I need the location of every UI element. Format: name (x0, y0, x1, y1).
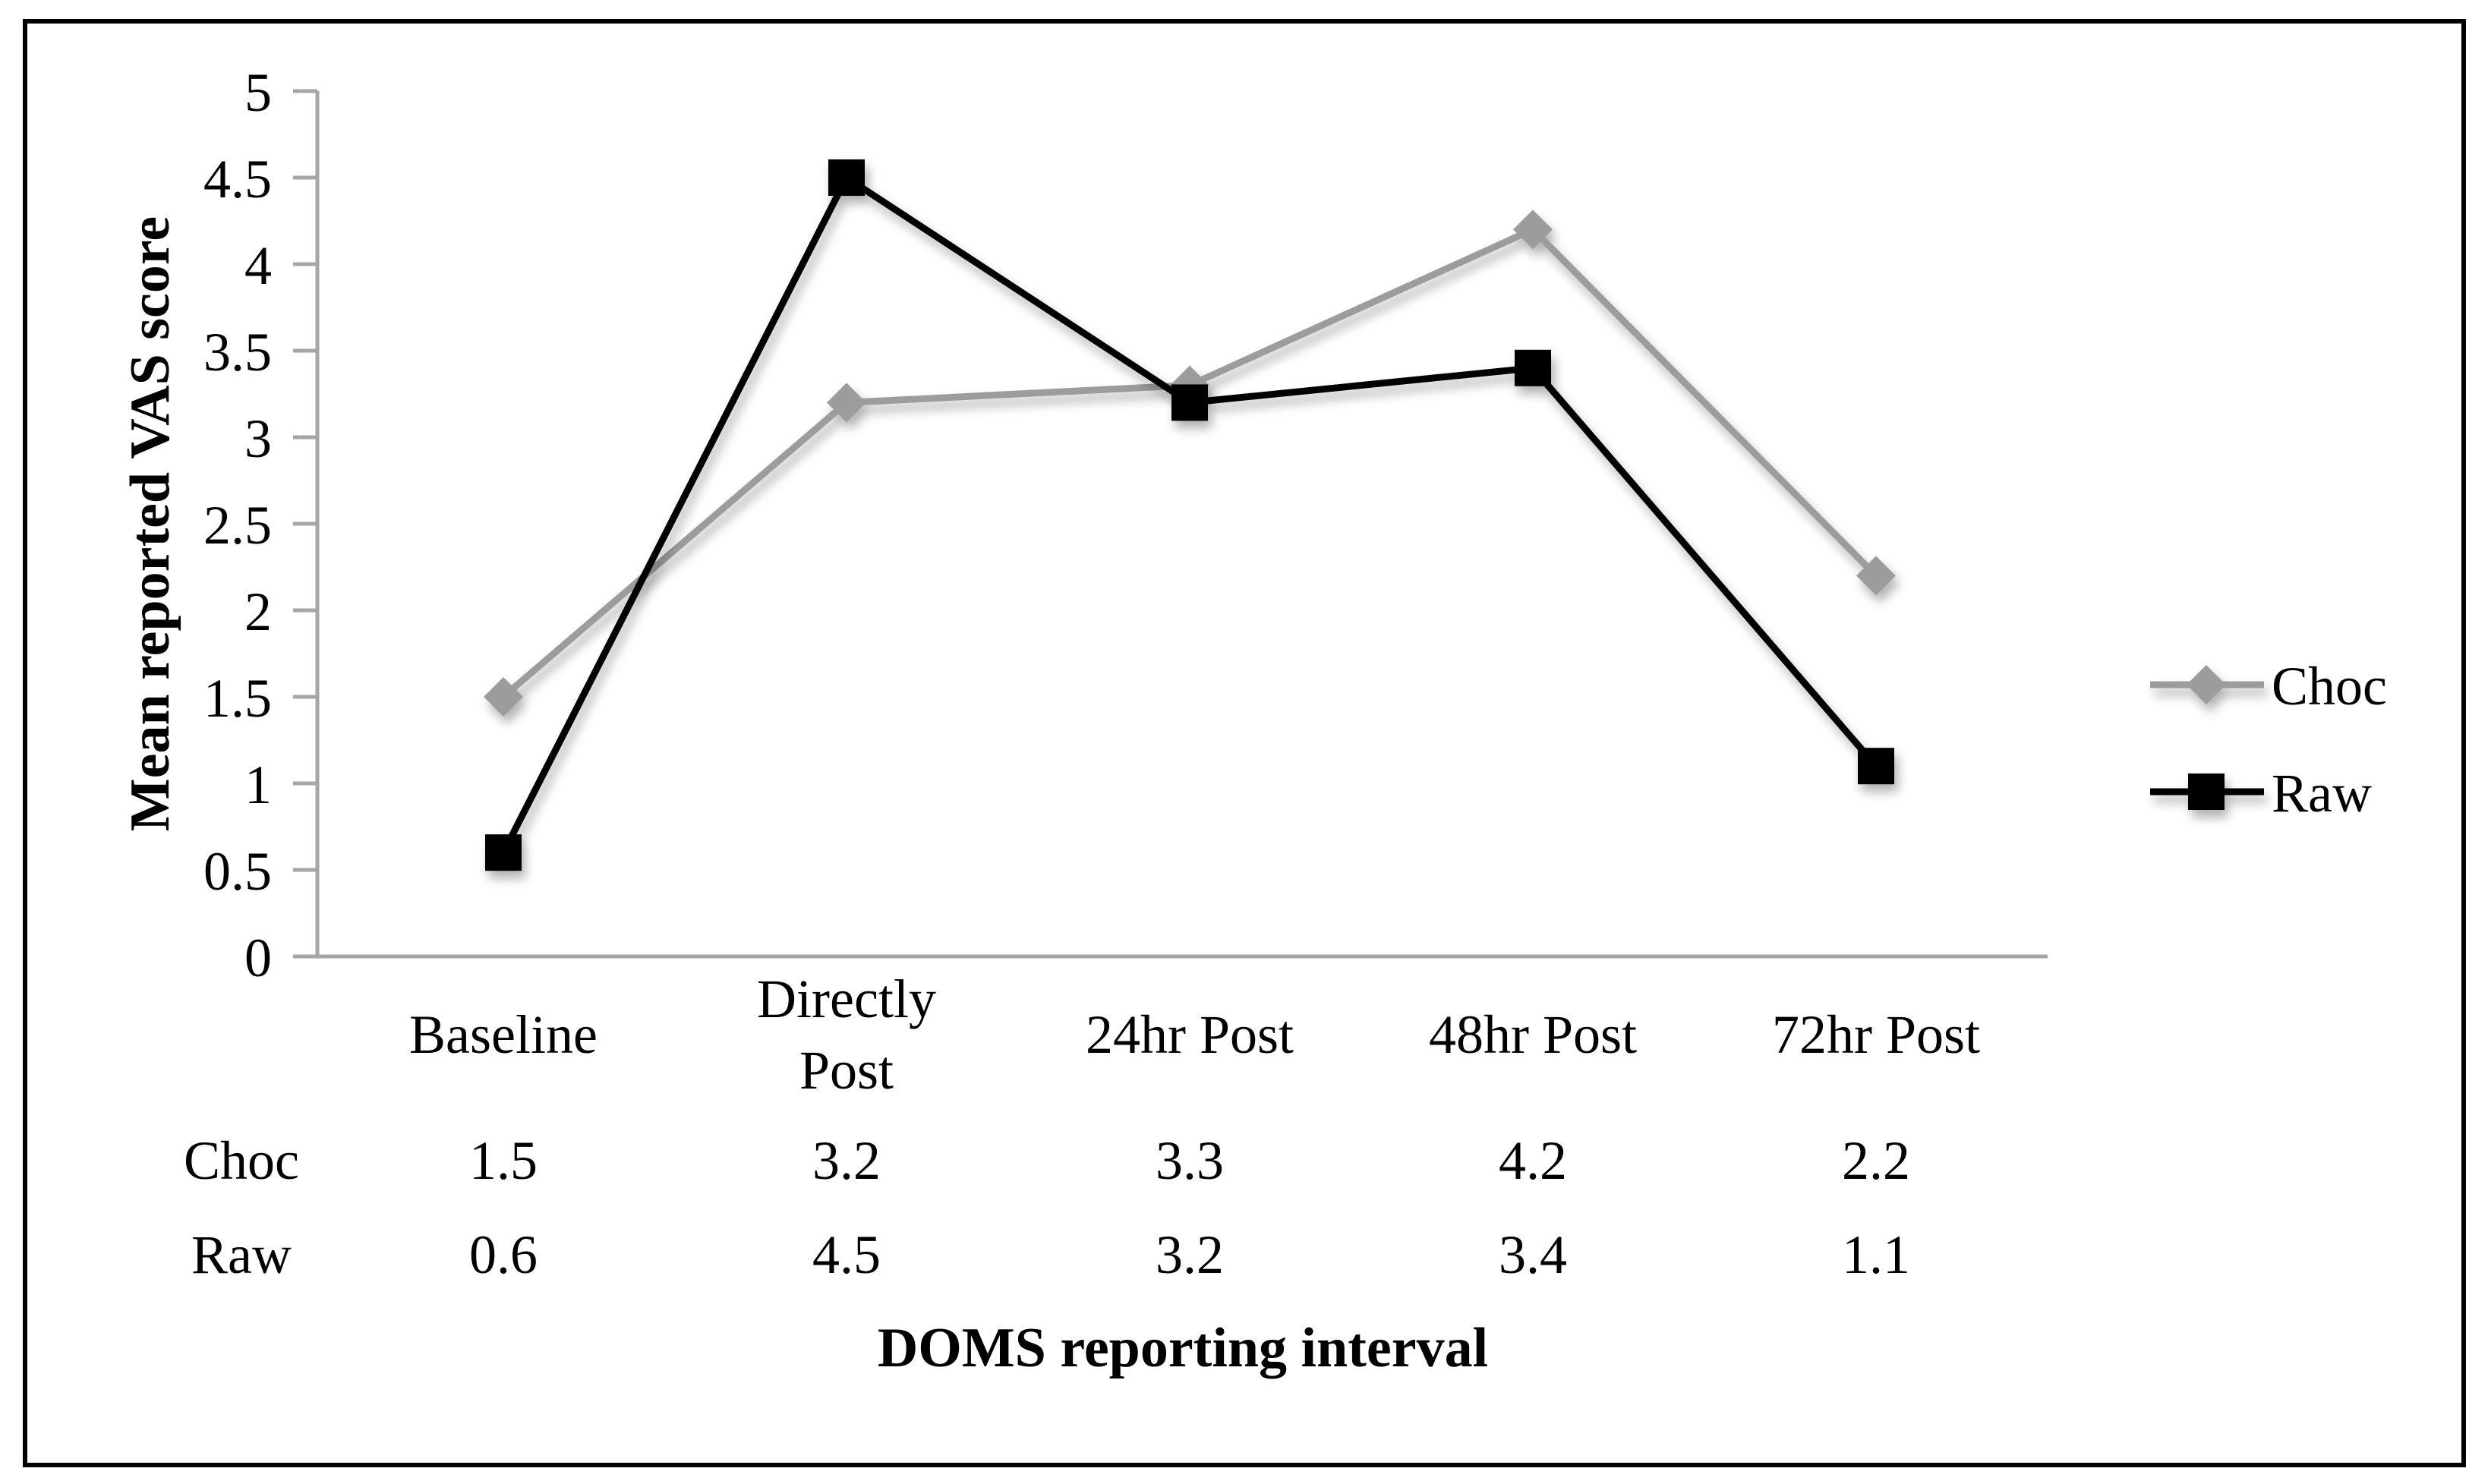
table-cell: 1.5 (469, 1130, 538, 1191)
table-cell: 4.5 (812, 1224, 881, 1285)
data-point-marker-raw (1858, 748, 1894, 785)
series-layer (484, 159, 1896, 871)
table-cell: 3.2 (1156, 1224, 1224, 1285)
data-point-marker-raw (1515, 349, 1551, 386)
table-row-label: Raw (191, 1224, 292, 1285)
category-label: 24hr Post (1086, 1004, 1294, 1065)
figure-border (23, 19, 2466, 1467)
data-point-marker-raw (828, 159, 865, 196)
y-tick-label: 5 (244, 62, 272, 123)
category-label: 72hr Post (1772, 1004, 1980, 1065)
legend-label: Choc (2272, 656, 2387, 717)
data-point-marker-choc (484, 677, 523, 717)
data-point-marker-legend-raw (2188, 774, 2225, 810)
y-axis-tick-labels: 0 0.5 1 1.5 2 2.5 3 3.5 4 4.5 5 (203, 62, 272, 988)
legend: Choc Raw (2150, 656, 2387, 824)
legend-item-choc: Choc (2150, 656, 2387, 717)
data-point-marker-choc (1513, 210, 1553, 250)
legend-label: Raw (2272, 763, 2372, 824)
y-tick-label: 2 (244, 581, 272, 642)
table-row-label: Choc (184, 1130, 299, 1191)
y-tick-label: 1.5 (203, 668, 272, 729)
data-point-marker-legend-choc (2187, 665, 2226, 704)
data-point-marker-choc (1856, 556, 1896, 596)
data-point-marker-raw (1171, 384, 1208, 421)
y-tick-label: 0.5 (203, 841, 272, 902)
table-cell: 2.2 (1842, 1130, 1910, 1191)
table-cell: 1.1 (1842, 1224, 1910, 1285)
series-raw (485, 159, 1894, 871)
x-axis-title: DOMS reporting interval (878, 1317, 1488, 1379)
legend-item-raw: Raw (2150, 763, 2372, 824)
table-cell: 3.4 (1499, 1224, 1567, 1285)
table-cell: 3.2 (812, 1130, 881, 1191)
y-tick-label: 4.5 (203, 149, 272, 210)
y-axis-title: Mean reported VAS score (119, 216, 181, 832)
category-label: Baseline (409, 1004, 598, 1065)
table-cell: 3.3 (1156, 1130, 1224, 1191)
x-axis-category-labels: Baseline Directly Post 24hr Post 48hr Post 72… (409, 969, 1980, 1101)
series-line-raw (500, 172, 1879, 855)
data-point-marker-raw (485, 834, 522, 871)
data-point-marker-choc (827, 383, 866, 423)
table-row: Choc 1.5 3.2 3.3 4.2 2.2 (184, 1130, 1910, 1191)
category-label: Directly Post (757, 969, 936, 1101)
y-tick-label: 0 (244, 928, 272, 988)
table-row: Raw 0.6 4.5 3.2 3.4 1.1 (191, 1224, 1910, 1285)
y-tick-label: 2.5 (203, 495, 272, 556)
legend-swatch (2150, 665, 2264, 704)
table-cell: 0.6 (469, 1224, 538, 1285)
y-tick-label: 1 (244, 755, 272, 815)
category-label: 48hr Post (1429, 1004, 1637, 1065)
table-cell: 4.2 (1499, 1130, 1567, 1191)
axes (293, 89, 2048, 959)
legend-swatch (2150, 774, 2264, 810)
series-choc (484, 210, 1896, 717)
y-tick-label: 4 (244, 235, 272, 296)
y-tick-label: 3.5 (203, 322, 272, 383)
y-tick-label: 3 (244, 408, 272, 469)
series-line-choc (501, 225, 1879, 700)
data-table: Choc 1.5 3.2 3.3 4.2 2.2 Raw 0.6 4.5 3.2 3.4 1.1 (184, 1130, 1910, 1285)
